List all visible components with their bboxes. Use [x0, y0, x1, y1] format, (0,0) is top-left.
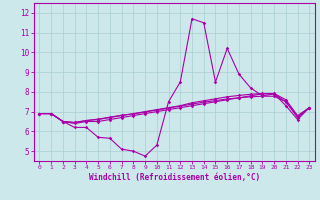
- X-axis label: Windchill (Refroidissement éolien,°C): Windchill (Refroidissement éolien,°C): [89, 173, 260, 182]
